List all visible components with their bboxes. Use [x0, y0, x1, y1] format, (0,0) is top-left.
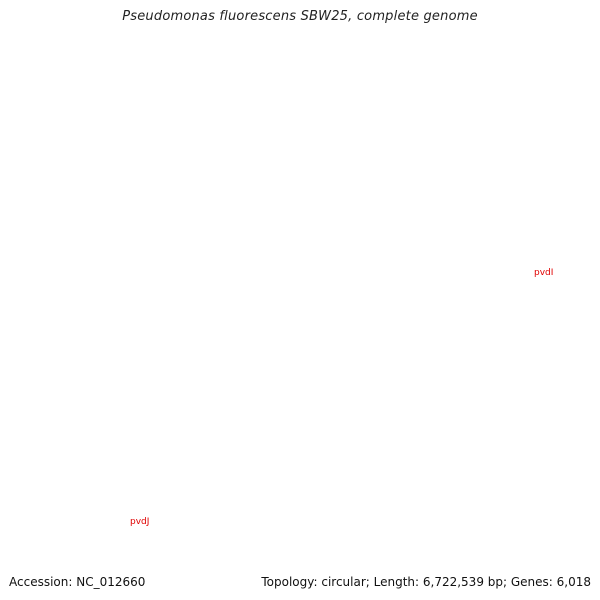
accession-text: Accession: NC_012660 — [9, 575, 146, 589]
gene-label-pvdj: pvdJ — [130, 517, 149, 527]
genome-summary-text: Topology: circular; Length: 6,722,539 bp… — [261, 575, 591, 589]
gene-label-pvdi: pvdI — [534, 268, 553, 278]
map-title: Pseudomonas fluorescens SBW25, complete … — [122, 9, 478, 24]
gene-labels: pvdI pvdJ — [130, 268, 553, 527]
